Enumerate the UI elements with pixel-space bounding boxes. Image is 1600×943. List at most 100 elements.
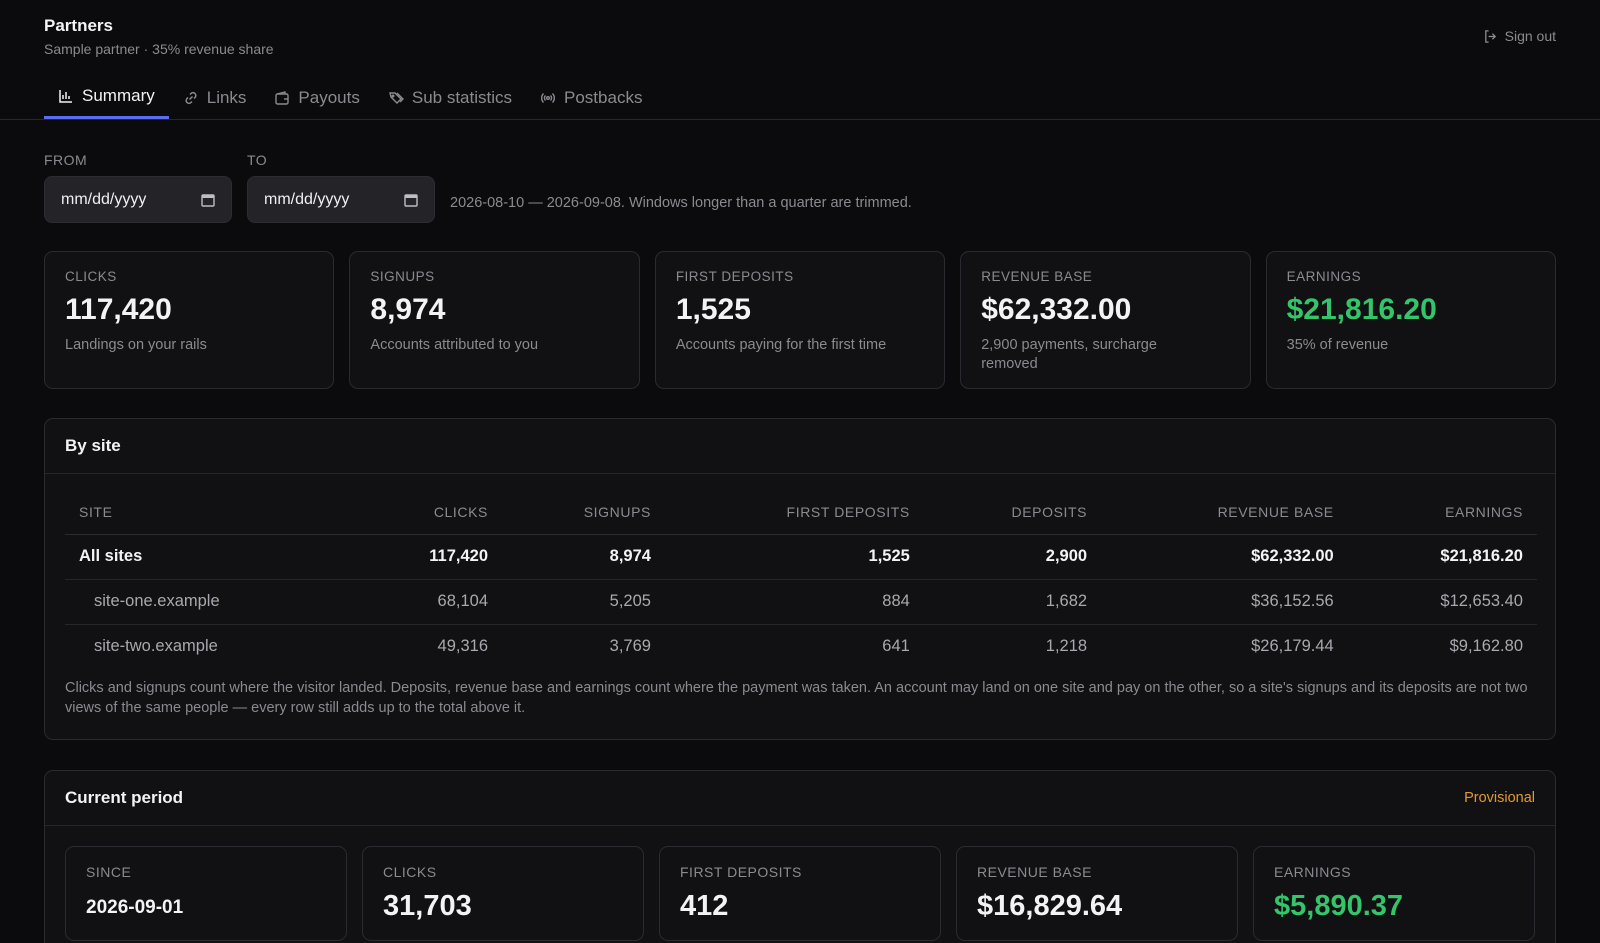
calendar-icon[interactable] bbox=[404, 193, 418, 207]
table-cell: $62,332.00 bbox=[1101, 534, 1348, 580]
table-row: site-one.example 68,104 5,205 884 1,682 … bbox=[65, 579, 1537, 625]
table-cell: 8,974 bbox=[502, 534, 665, 580]
period-value: 412 bbox=[680, 890, 729, 922]
sign-out-icon bbox=[1484, 29, 1496, 43]
table-header-row: SITE CLICKS SIGNUPS FIRST DEPOSITS DEPOS… bbox=[65, 490, 1537, 535]
table-cell: 884 bbox=[664, 579, 924, 625]
kpi-row: CLICKS 117,420 Landings on your rails SI… bbox=[44, 251, 1557, 389]
kpi-description: Landings on your rails bbox=[65, 337, 207, 353]
tabs-divider bbox=[0, 119, 1600, 120]
wallet-icon bbox=[275, 90, 290, 105]
column-header: FIRST DEPOSITS bbox=[664, 490, 924, 535]
period-value: 31,703 bbox=[383, 890, 472, 922]
table-cell: 1,218 bbox=[1045, 637, 1088, 656]
kpi-value: 1,525 bbox=[675, 293, 751, 326]
kpi-label: REVENUE BASE bbox=[981, 269, 1093, 284]
from-date-value: mm/dd/yyyy bbox=[61, 190, 147, 208]
status-badge: Provisional bbox=[1464, 790, 1535, 806]
table-cell: site-two.example bbox=[94, 637, 218, 656]
range-note: 2026-08-10 — 2026-09-08. Windows longer … bbox=[450, 195, 912, 211]
period-label: CLICKS bbox=[383, 864, 437, 880]
date-filters: FROM mm/dd/yyyy TO mm/dd/yyyy 2026-08-10… bbox=[44, 152, 912, 223]
table-cell: 49,316 bbox=[437, 637, 489, 656]
panel-header: By site bbox=[45, 419, 1555, 474]
kpi-card-first-deposits: FIRST DEPOSITS 1,525 Accounts paying for… bbox=[654, 251, 946, 389]
tab-sub-statistics[interactable]: Sub statistics bbox=[374, 76, 526, 119]
kpi-description: Accounts attributed to you bbox=[370, 337, 539, 353]
period-card-earnings: EARNINGS $5,890.37 bbox=[1253, 846, 1535, 941]
tab-label: Payouts bbox=[298, 87, 360, 107]
kpi-value: $62,332.00 bbox=[981, 293, 1132, 326]
period-label: REVENUE BASE bbox=[977, 864, 1092, 880]
table-cell: 117,420 bbox=[353, 534, 503, 580]
table-cell: 1,682 bbox=[923, 579, 1102, 625]
to-label: TO bbox=[247, 152, 268, 168]
kpi-card-clicks: CLICKS 117,420 Landings on your rails bbox=[44, 251, 335, 389]
column-header: DEPOSITS bbox=[923, 490, 1102, 535]
period-kpi-row: SINCE 2026-09-01 CLICKS 31,703 FIRST DEP… bbox=[45, 826, 1555, 941]
period-label: EARNINGS bbox=[1274, 864, 1352, 880]
panel-title: By site bbox=[65, 436, 121, 455]
calendar-icon[interactable] bbox=[201, 193, 215, 207]
current-period-panel: Current period Provisional SINCE 2026-09… bbox=[44, 770, 1556, 943]
app-title: Partners bbox=[44, 16, 113, 35]
column-header: SITE bbox=[65, 490, 354, 535]
attribution-note: Clicks and signups count where the visit… bbox=[65, 680, 1528, 716]
from-label: FROM bbox=[44, 152, 88, 168]
column-header: EARNINGS bbox=[1347, 490, 1537, 535]
period-card-first-deposits: FIRST DEPOSITS 412 bbox=[659, 846, 941, 941]
table-cell: $9,162.80 bbox=[1449, 637, 1523, 656]
to-date-input[interactable]: mm/dd/yyyy bbox=[247, 176, 435, 223]
kpi-label: FIRST DEPOSITS bbox=[675, 269, 794, 284]
by-site-table: SITE CLICKS SIGNUPS FIRST DEPOSITS DEPOS… bbox=[65, 490, 1537, 669]
kpi-value: 117,420 bbox=[65, 293, 172, 326]
kpi-label: CLICKS bbox=[65, 269, 117, 284]
period-value: 2026-09-01 bbox=[86, 897, 184, 918]
table-row: site-two.example 49,316 3,769 641 1,218 … bbox=[65, 624, 1537, 669]
period-card-since: SINCE 2026-09-01 bbox=[65, 846, 347, 941]
sign-out-label: Sign out bbox=[1504, 28, 1556, 44]
column-header: REVENUE BASE bbox=[1101, 490, 1348, 535]
column-header: CLICKS bbox=[353, 490, 503, 535]
table-cell: 3,769 bbox=[609, 637, 651, 656]
period-value: $5,890.37 bbox=[1274, 890, 1404, 922]
tags-icon bbox=[388, 91, 404, 104]
kpi-label: EARNINGS bbox=[1286, 269, 1362, 284]
table-cell: 641 bbox=[882, 637, 910, 656]
tab-links[interactable]: Links bbox=[169, 76, 261, 119]
app-subtitle: Sample partner · 35% revenue share bbox=[44, 41, 274, 57]
table-cell: 1,525 bbox=[664, 534, 924, 580]
period-card-clicks: CLICKS 31,703 bbox=[362, 846, 644, 941]
tab-label: Postbacks bbox=[564, 87, 643, 107]
tab-payouts[interactable]: Payouts bbox=[260, 76, 373, 119]
sign-out-button[interactable]: Sign out bbox=[1483, 28, 1556, 44]
table-cell: $26,179.44 bbox=[1251, 637, 1334, 656]
kpi-card-revenue-base: REVENUE BASE $62,332.00 2,900 payments, … bbox=[960, 251, 1251, 389]
kpi-label: SIGNUPS bbox=[370, 269, 435, 284]
table-cell: $36,152.56 bbox=[1101, 579, 1348, 625]
kpi-description: 35% of revenue bbox=[1286, 337, 1389, 353]
from-field-group: FROM mm/dd/yyyy bbox=[44, 152, 232, 223]
bar-chart-icon bbox=[59, 90, 72, 103]
broadcast-icon bbox=[541, 92, 555, 103]
tab-label: Summary bbox=[82, 86, 155, 105]
kpi-card-signups: SIGNUPS 8,974 Accounts attributed to you bbox=[349, 251, 640, 389]
tab-postbacks[interactable]: Postbacks bbox=[526, 76, 656, 119]
table-cell: $21,816.20 bbox=[1347, 534, 1537, 580]
period-value: $16,829.64 bbox=[977, 890, 1123, 922]
table-cell: 2,900 bbox=[923, 534, 1102, 580]
table-cell: All sites bbox=[65, 534, 354, 580]
table-cell: 5,205 bbox=[502, 579, 665, 625]
kpi-card-earnings: EARNINGS $21,816.20 35% of revenue bbox=[1265, 251, 1557, 389]
panel-header: Current period Provisional bbox=[45, 771, 1555, 826]
table-row-total: All sites 117,420 8,974 1,525 2,900 $62,… bbox=[65, 534, 1537, 580]
table-cell: 68,104 bbox=[353, 579, 503, 625]
to-field-group: TO mm/dd/yyyy bbox=[247, 152, 435, 223]
period-label: SINCE bbox=[86, 864, 132, 880]
from-date-input[interactable]: mm/dd/yyyy bbox=[44, 176, 232, 223]
kpi-value: $21,816.20 bbox=[1286, 293, 1437, 326]
tab-label: Sub statistics bbox=[411, 87, 513, 107]
column-header: SIGNUPS bbox=[502, 490, 665, 535]
table-cell: $12,653.40 bbox=[1347, 579, 1537, 625]
tab-summary[interactable]: Summary bbox=[44, 76, 169, 119]
